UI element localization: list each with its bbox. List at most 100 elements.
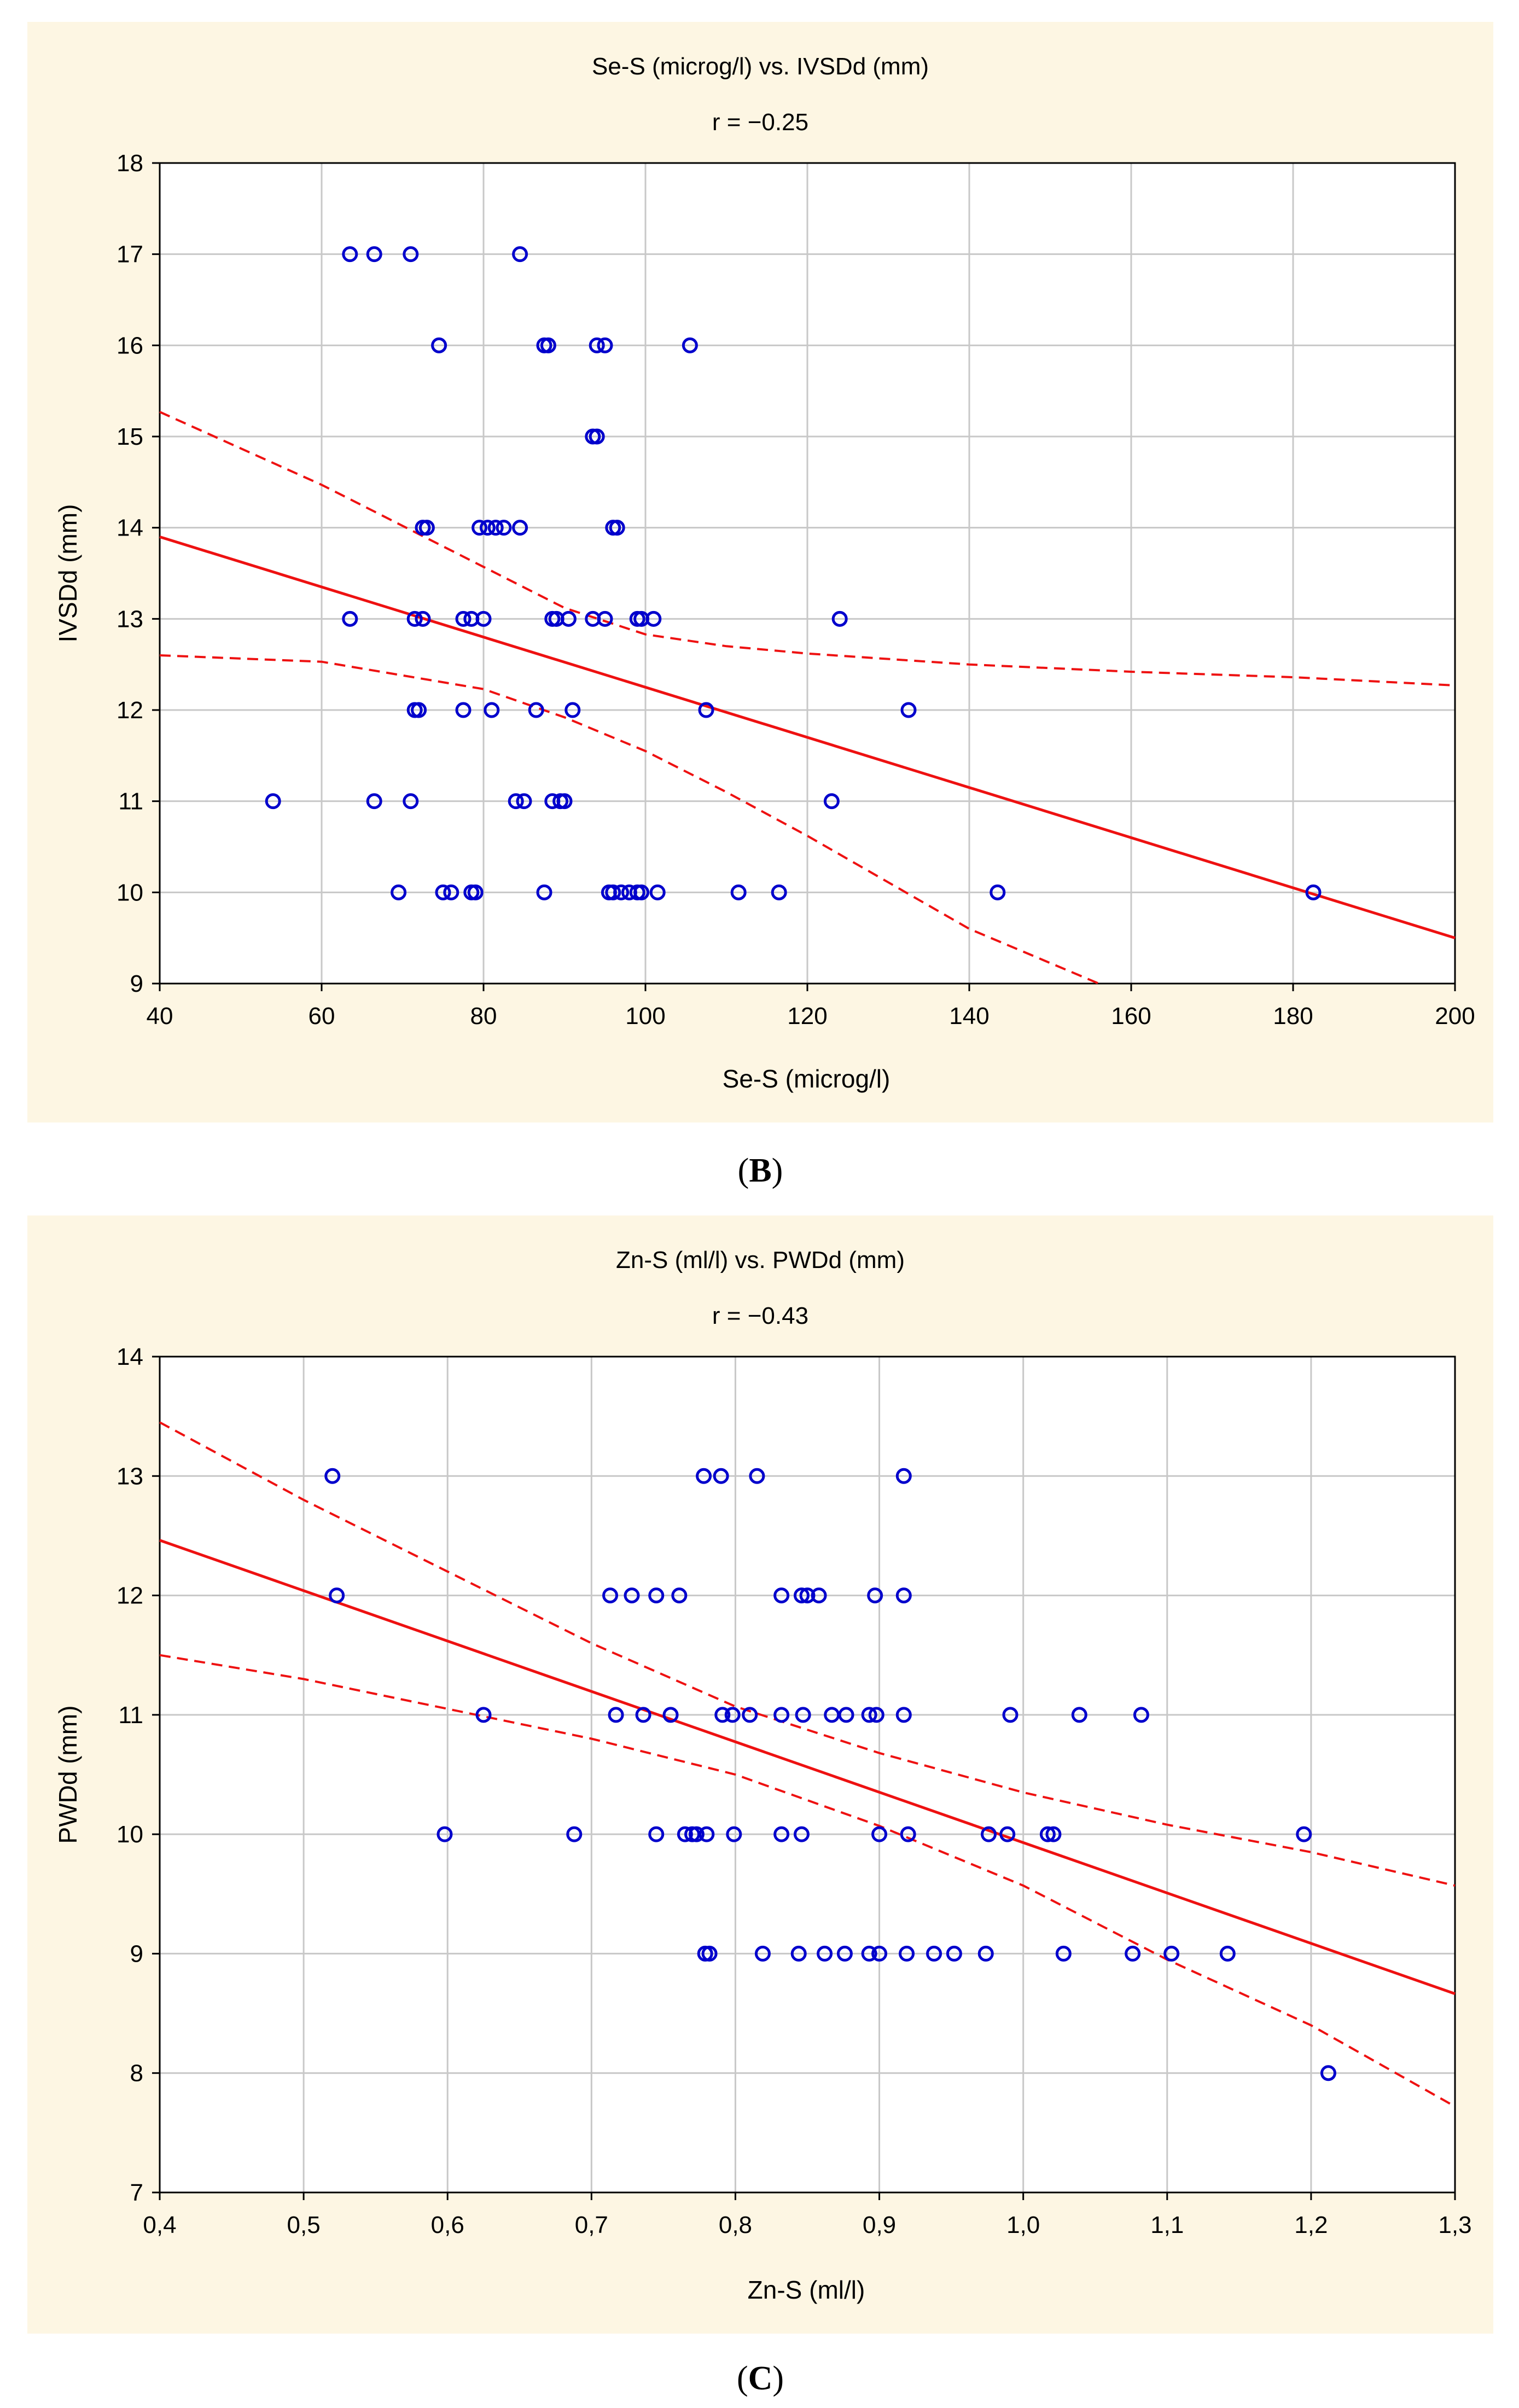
chart-c-point <box>868 1707 884 1723</box>
panel-label-b: (B) <box>738 1152 783 1189</box>
chart-c-x-tick-label: 1,3 <box>1438 2212 1471 2238</box>
chart-c-point <box>608 1707 624 1723</box>
chart-c-point <box>793 1826 810 1842</box>
chart-b-point <box>698 702 714 718</box>
chart-c-point <box>696 1468 712 1484</box>
chart-b-point <box>411 702 427 718</box>
chart-b-y-tick-label: 18 <box>117 150 143 177</box>
chart-b-x-tick-label: 180 <box>1273 1003 1313 1029</box>
chart-c-point <box>726 1826 742 1842</box>
chart-c-point <box>795 1707 811 1723</box>
chart-c-point <box>688 1826 705 1842</box>
chart-c-point <box>754 1945 771 1962</box>
chart-c-point <box>867 1587 883 1604</box>
chart-b-x-tick-label: 40 <box>147 1003 173 1029</box>
chart-c-x-label: Zn-S (ml/l) <box>748 2276 865 2304</box>
chart-b-point <box>467 884 484 900</box>
chart-b-y-tick-label: 11 <box>118 788 143 815</box>
chart-c-point <box>648 1587 665 1604</box>
panel-label-c: (C) <box>737 2360 784 2397</box>
chart-c-title: Zn-S (ml/l) vs. PWDd (mm) <box>616 1247 905 1273</box>
chart-c-point <box>793 1587 810 1604</box>
chart-b-x-tick-label: 140 <box>949 1003 989 1029</box>
panel-label-b-open: ( <box>738 1152 749 1189</box>
chart-c-y-tick-label: 10 <box>117 1821 143 1848</box>
chart-c-point <box>926 1945 942 1962</box>
chart-b-point <box>589 428 605 445</box>
chart-b-x-tick-label: 120 <box>787 1003 827 1029</box>
chart-c-point <box>861 1707 877 1723</box>
panel-label-b-letter: B <box>749 1152 771 1189</box>
chart-c-point <box>701 1945 718 1962</box>
chart-b-point <box>342 246 358 263</box>
chart-c-point <box>1071 1707 1087 1723</box>
chart-b-y-tick-label: 12 <box>117 697 143 724</box>
chart-b-points <box>265 246 1322 900</box>
chart-b-point <box>475 610 492 627</box>
chart-b-point <box>366 246 382 263</box>
chart-b-y-tick-label: 15 <box>117 423 143 450</box>
panel-label-b-close: ) <box>772 1152 783 1189</box>
chart-b-point <box>609 520 625 536</box>
chart-b-point <box>649 884 666 900</box>
chart-c-lines <box>159 1421 1456 2108</box>
chart-b-point <box>403 793 419 810</box>
chart-b-point <box>831 610 848 627</box>
chart-c-point <box>1320 2065 1336 2081</box>
chart-b-point <box>633 884 650 900</box>
chart-c-point <box>624 1587 640 1604</box>
chart-c-x-tick-label: 0,4 <box>143 2212 176 2238</box>
chart-c-ci-upper <box>159 1421 1456 1887</box>
chart-c-point <box>699 1826 715 1842</box>
chart-c-point <box>838 1707 854 1723</box>
chart-b-ci-lower <box>159 654 1099 985</box>
chart-c-point <box>677 1826 693 1842</box>
chart-b-point <box>605 884 621 900</box>
panel-label-c-close: ) <box>772 2360 784 2397</box>
chart-b-point <box>645 610 662 627</box>
chart-b-point <box>418 520 435 536</box>
chart-b: 40 60 80 100 120 140 160 180 200 9 10 11 12 13 14 15 16… <box>27 22 1493 1189</box>
chart-b-x-ticks: 40 60 80 100 120 140 160 180 200 <box>147 984 1475 1029</box>
chart-c-point <box>714 1707 731 1723</box>
chart-b-ci-upper <box>159 411 1456 687</box>
chart-c-point <box>999 1826 1016 1842</box>
chart-b-y-tick-label: 13 <box>117 606 143 632</box>
panel-label-c-open: ( <box>737 2360 748 2397</box>
chart-c-point <box>671 1587 688 1604</box>
chart-b-x-tick-label: 200 <box>1435 1003 1475 1029</box>
chart-c-point <box>648 1826 665 1842</box>
chart-c-x-tick-label: 0,6 <box>431 2212 464 2238</box>
chart-b-point <box>560 610 577 627</box>
chart-c-point <box>871 1945 888 1962</box>
chart-b-point <box>823 793 840 810</box>
chart-b-grid <box>160 163 1455 984</box>
chart-b-point <box>508 793 524 810</box>
chart-b-y-label: IVSDd (mm) <box>54 504 82 643</box>
chart-c-point <box>724 1707 741 1723</box>
chart-c-point <box>895 1587 912 1604</box>
chart-b-point <box>406 610 423 627</box>
chart-b-point <box>528 702 544 718</box>
chart-c-point <box>1045 1826 1062 1842</box>
chart-c-point <box>946 1945 962 1962</box>
chart-b-point <box>472 520 488 536</box>
chart-b-y-tick-label: 17 <box>117 241 143 268</box>
chart-b-point <box>496 520 512 536</box>
chart-b-point <box>512 246 528 263</box>
chart-b-regression-line <box>159 535 1456 940</box>
chart-b-point <box>730 884 747 900</box>
chart-c-point <box>566 1826 583 1842</box>
chart-b-x-label: Se-S (microg/l) <box>723 1065 891 1093</box>
chart-c-point <box>900 1826 916 1842</box>
chart-b-point <box>564 702 581 718</box>
chart-c-point <box>1039 1826 1056 1842</box>
chart-b-point <box>512 520 528 536</box>
chart-c-x-tick-label: 0,8 <box>719 2212 752 2238</box>
chart-c-point <box>799 1587 816 1604</box>
chart-c-x-ticks: 0,4 0,5 0,6 0,7 0,8 0,9 1,0 1,1 1,2 1,3 <box>143 2192 1472 2238</box>
chart-c-point <box>1055 1945 1072 1962</box>
chart-c-point <box>790 1945 807 1962</box>
chart-c-point <box>977 1945 994 1962</box>
chart-c-point <box>475 1707 492 1723</box>
